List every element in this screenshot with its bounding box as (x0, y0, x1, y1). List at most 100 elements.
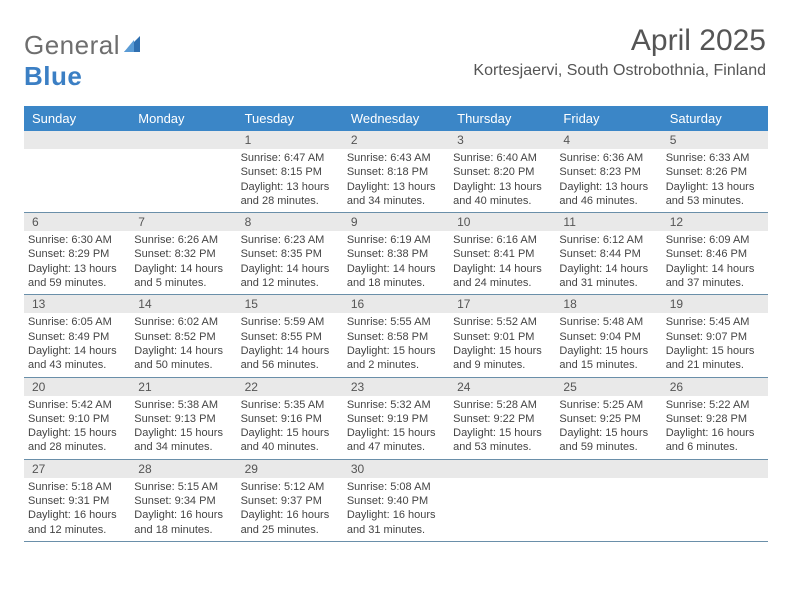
daylight-text: Daylight: 14 hours and 43 minutes. (28, 344, 126, 373)
day-content: Sunrise: 6:40 AMSunset: 8:20 PMDaylight:… (449, 149, 555, 212)
sunrise-text: Sunrise: 6:12 AM (559, 233, 657, 247)
day-cell: 6Sunrise: 6:30 AMSunset: 8:29 PMDaylight… (24, 213, 130, 294)
daylight-text: Daylight: 14 hours and 31 minutes. (559, 262, 657, 291)
daylight-text: Daylight: 15 hours and 2 minutes. (347, 344, 445, 373)
daylight-text: Daylight: 15 hours and 53 minutes. (453, 426, 551, 455)
sunrise-text: Sunrise: 6:36 AM (559, 151, 657, 165)
sunrise-text: Sunrise: 5:48 AM (559, 315, 657, 329)
sunset-text: Sunset: 8:35 PM (241, 247, 339, 261)
sunset-text: Sunset: 8:58 PM (347, 330, 445, 344)
day-number: 13 (24, 295, 130, 313)
day-content: Sunrise: 5:28 AMSunset: 9:22 PMDaylight:… (449, 396, 555, 459)
day-content: Sunrise: 6:30 AMSunset: 8:29 PMDaylight:… (24, 231, 130, 294)
sunrise-text: Sunrise: 6:33 AM (666, 151, 764, 165)
sunset-text: Sunset: 8:20 PM (453, 165, 551, 179)
day-content: Sunrise: 6:02 AMSunset: 8:52 PMDaylight:… (130, 313, 236, 376)
daylight-text: Daylight: 16 hours and 6 minutes. (666, 426, 764, 455)
sunrise-text: Sunrise: 5:55 AM (347, 315, 445, 329)
day-cell: 25Sunrise: 5:25 AMSunset: 9:25 PMDayligh… (555, 378, 661, 459)
day-cell: 27Sunrise: 5:18 AMSunset: 9:31 PMDayligh… (24, 460, 130, 541)
location-text: Kortesjaervi, South Ostrobothnia, Finlan… (473, 62, 766, 80)
daylight-text: Daylight: 15 hours and 21 minutes. (666, 344, 764, 373)
daylight-text: Daylight: 15 hours and 34 minutes. (134, 426, 232, 455)
day-number: 24 (449, 378, 555, 396)
sunset-text: Sunset: 9:22 PM (453, 412, 551, 426)
daylight-text: Daylight: 15 hours and 28 minutes. (28, 426, 126, 455)
sunset-text: Sunset: 9:28 PM (666, 412, 764, 426)
logo: General Blue (24, 30, 142, 92)
empty-day-number (449, 460, 555, 478)
day-number: 2 (343, 131, 449, 149)
day-number: 17 (449, 295, 555, 313)
day-cell (662, 460, 768, 541)
day-cell (24, 131, 130, 212)
day-number: 19 (662, 295, 768, 313)
weeks-container: 1Sunrise: 6:47 AMSunset: 8:15 PMDaylight… (24, 131, 768, 542)
day-number: 6 (24, 213, 130, 231)
day-cell: 14Sunrise: 6:02 AMSunset: 8:52 PMDayligh… (130, 295, 236, 376)
day-content: Sunrise: 6:12 AMSunset: 8:44 PMDaylight:… (555, 231, 661, 294)
logo-sail-icon (122, 34, 142, 54)
day-cell: 11Sunrise: 6:12 AMSunset: 8:44 PMDayligh… (555, 213, 661, 294)
day-cell: 21Sunrise: 5:38 AMSunset: 9:13 PMDayligh… (130, 378, 236, 459)
day-number: 26 (662, 378, 768, 396)
day-number: 10 (449, 213, 555, 231)
day-cell: 23Sunrise: 5:32 AMSunset: 9:19 PMDayligh… (343, 378, 449, 459)
sunset-text: Sunset: 8:29 PM (28, 247, 126, 261)
empty-day-number (555, 460, 661, 478)
day-cell: 16Sunrise: 5:55 AMSunset: 8:58 PMDayligh… (343, 295, 449, 376)
day-content: Sunrise: 5:12 AMSunset: 9:37 PMDaylight:… (237, 478, 343, 541)
day-content: Sunrise: 5:15 AMSunset: 9:34 PMDaylight:… (130, 478, 236, 541)
sunrise-text: Sunrise: 6:40 AM (453, 151, 551, 165)
day-content: Sunrise: 6:43 AMSunset: 8:18 PMDaylight:… (343, 149, 449, 212)
day-number: 21 (130, 378, 236, 396)
sunset-text: Sunset: 8:23 PM (559, 165, 657, 179)
day-number: 14 (130, 295, 236, 313)
day-header: Thursday (449, 106, 555, 131)
sunset-text: Sunset: 8:49 PM (28, 330, 126, 344)
daylight-text: Daylight: 15 hours and 15 minutes. (559, 344, 657, 373)
day-content: Sunrise: 5:22 AMSunset: 9:28 PMDaylight:… (662, 396, 768, 459)
day-content: Sunrise: 5:35 AMSunset: 9:16 PMDaylight:… (237, 396, 343, 459)
sunrise-text: Sunrise: 5:28 AM (453, 398, 551, 412)
sunset-text: Sunset: 8:52 PM (134, 330, 232, 344)
day-cell: 26Sunrise: 5:22 AMSunset: 9:28 PMDayligh… (662, 378, 768, 459)
daylight-text: Daylight: 14 hours and 50 minutes. (134, 344, 232, 373)
day-content: Sunrise: 5:08 AMSunset: 9:40 PMDaylight:… (343, 478, 449, 541)
day-cell: 29Sunrise: 5:12 AMSunset: 9:37 PMDayligh… (237, 460, 343, 541)
sunrise-text: Sunrise: 5:08 AM (347, 480, 445, 494)
day-content: Sunrise: 5:55 AMSunset: 8:58 PMDaylight:… (343, 313, 449, 376)
daylight-text: Daylight: 14 hours and 5 minutes. (134, 262, 232, 291)
day-content: Sunrise: 5:59 AMSunset: 8:55 PMDaylight:… (237, 313, 343, 376)
sunrise-text: Sunrise: 6:19 AM (347, 233, 445, 247)
daylight-text: Daylight: 13 hours and 40 minutes. (453, 180, 551, 209)
day-content: Sunrise: 6:36 AMSunset: 8:23 PMDaylight:… (555, 149, 661, 212)
day-content: Sunrise: 5:18 AMSunset: 9:31 PMDaylight:… (24, 478, 130, 541)
sunrise-text: Sunrise: 6:43 AM (347, 151, 445, 165)
sunrise-text: Sunrise: 6:23 AM (241, 233, 339, 247)
day-cell: 9Sunrise: 6:19 AMSunset: 8:38 PMDaylight… (343, 213, 449, 294)
day-cell: 7Sunrise: 6:26 AMSunset: 8:32 PMDaylight… (130, 213, 236, 294)
week-row: 1Sunrise: 6:47 AMSunset: 8:15 PMDaylight… (24, 131, 768, 213)
day-content: Sunrise: 6:19 AMSunset: 8:38 PMDaylight:… (343, 231, 449, 294)
sunrise-text: Sunrise: 5:22 AM (666, 398, 764, 412)
day-content: Sunrise: 5:25 AMSunset: 9:25 PMDaylight:… (555, 396, 661, 459)
sunrise-text: Sunrise: 6:05 AM (28, 315, 126, 329)
day-content: Sunrise: 5:32 AMSunset: 9:19 PMDaylight:… (343, 396, 449, 459)
day-number: 1 (237, 131, 343, 149)
day-header: Sunday (24, 106, 130, 131)
day-cell (130, 131, 236, 212)
day-number: 25 (555, 378, 661, 396)
day-header: Saturday (662, 106, 768, 131)
week-header: Sunday Monday Tuesday Wednesday Thursday… (24, 106, 768, 131)
day-content: Sunrise: 5:48 AMSunset: 9:04 PMDaylight:… (555, 313, 661, 376)
day-cell: 3Sunrise: 6:40 AMSunset: 8:20 PMDaylight… (449, 131, 555, 212)
daylight-text: Daylight: 14 hours and 24 minutes. (453, 262, 551, 291)
day-number: 30 (343, 460, 449, 478)
sunset-text: Sunset: 9:01 PM (453, 330, 551, 344)
daylight-text: Daylight: 14 hours and 12 minutes. (241, 262, 339, 291)
day-cell: 13 Sunrise: 6:05 AMSunset: 8:49 PMDayligh… (24, 295, 130, 376)
sunrise-text: Sunrise: 6:47 AM (241, 151, 339, 165)
sunset-text: Sunset: 8:26 PM (666, 165, 764, 179)
sunrise-text: Sunrise: 5:42 AM (28, 398, 126, 412)
